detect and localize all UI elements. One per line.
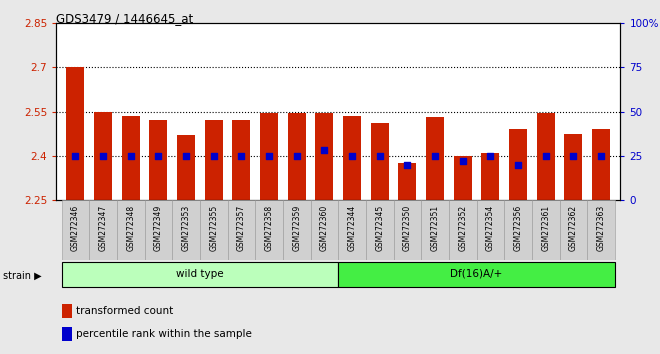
Bar: [343, 116, 361, 200]
Bar: [587, 200, 615, 260]
Bar: [366, 200, 393, 260]
Text: GSM272355: GSM272355: [209, 205, 218, 251]
Point: [485, 153, 496, 159]
Bar: [421, 200, 449, 260]
Point: [568, 153, 579, 159]
Point: [292, 153, 302, 159]
Bar: [260, 113, 278, 200]
Point: [98, 153, 108, 159]
Bar: [145, 200, 172, 260]
Text: GSM272360: GSM272360: [320, 205, 329, 251]
Bar: [537, 113, 554, 200]
Bar: [205, 120, 223, 200]
Bar: [232, 120, 250, 200]
Text: GSM272349: GSM272349: [154, 205, 163, 251]
Point: [209, 153, 219, 159]
Text: GSM272357: GSM272357: [237, 205, 246, 251]
Bar: [62, 327, 72, 341]
Point: [319, 148, 330, 153]
Bar: [62, 304, 72, 318]
Point: [346, 153, 357, 159]
Point: [596, 153, 607, 159]
Bar: [592, 129, 610, 200]
Bar: [94, 112, 112, 200]
Point: [70, 153, 81, 159]
Bar: [172, 200, 200, 260]
Text: GSM272346: GSM272346: [71, 205, 80, 251]
Text: GSM272354: GSM272354: [486, 205, 495, 251]
Text: GSM272362: GSM272362: [569, 205, 578, 251]
Bar: [228, 200, 255, 260]
Bar: [393, 200, 421, 260]
Point: [236, 153, 247, 159]
Text: GSM272363: GSM272363: [597, 205, 605, 251]
Point: [430, 153, 440, 159]
Bar: [426, 118, 444, 200]
Bar: [89, 200, 117, 260]
Text: wild type: wild type: [176, 269, 224, 279]
Bar: [283, 200, 311, 260]
Bar: [177, 135, 195, 200]
Bar: [338, 200, 366, 260]
Bar: [564, 133, 582, 200]
Bar: [449, 200, 477, 260]
Text: GSM272350: GSM272350: [403, 205, 412, 251]
Text: GSM272348: GSM272348: [126, 205, 135, 251]
Text: percentile rank within the sample: percentile rank within the sample: [76, 329, 251, 339]
Point: [513, 162, 523, 167]
Bar: [67, 67, 84, 200]
Bar: [453, 156, 472, 200]
Bar: [371, 123, 389, 200]
Bar: [399, 163, 416, 200]
Bar: [477, 200, 504, 260]
Text: GSM272345: GSM272345: [376, 205, 384, 251]
Text: transformed count: transformed count: [76, 306, 173, 316]
Text: GSM272361: GSM272361: [541, 205, 550, 251]
Point: [181, 153, 191, 159]
Bar: [288, 113, 306, 200]
Text: GSM272358: GSM272358: [265, 205, 274, 251]
Bar: [315, 113, 333, 200]
Bar: [255, 200, 283, 260]
Text: GSM272356: GSM272356: [513, 205, 523, 251]
Text: GSM272344: GSM272344: [348, 205, 356, 251]
Bar: [509, 129, 527, 200]
Bar: [504, 200, 532, 260]
Text: GSM272352: GSM272352: [458, 205, 467, 251]
Point: [153, 153, 164, 159]
Text: GSM272347: GSM272347: [98, 205, 108, 251]
Bar: [560, 200, 587, 260]
Bar: [149, 120, 168, 200]
Point: [402, 162, 412, 167]
Text: GDS3479 / 1446645_at: GDS3479 / 1446645_at: [56, 12, 193, 25]
Bar: [200, 200, 228, 260]
Bar: [481, 153, 500, 200]
Text: strain ▶: strain ▶: [3, 270, 42, 280]
Text: Df(16)A/+: Df(16)A/+: [450, 269, 503, 279]
Point: [457, 158, 468, 164]
Point: [264, 153, 275, 159]
Bar: [122, 116, 140, 200]
Bar: [311, 200, 339, 260]
Bar: [61, 200, 89, 260]
Bar: [532, 200, 560, 260]
Text: GSM272359: GSM272359: [292, 205, 301, 251]
Point: [125, 153, 136, 159]
Text: GSM272351: GSM272351: [430, 205, 440, 251]
Point: [374, 153, 385, 159]
Bar: [61, 262, 338, 287]
Text: GSM272353: GSM272353: [182, 205, 191, 251]
Point: [541, 153, 551, 159]
Bar: [338, 262, 615, 287]
Bar: [117, 200, 145, 260]
